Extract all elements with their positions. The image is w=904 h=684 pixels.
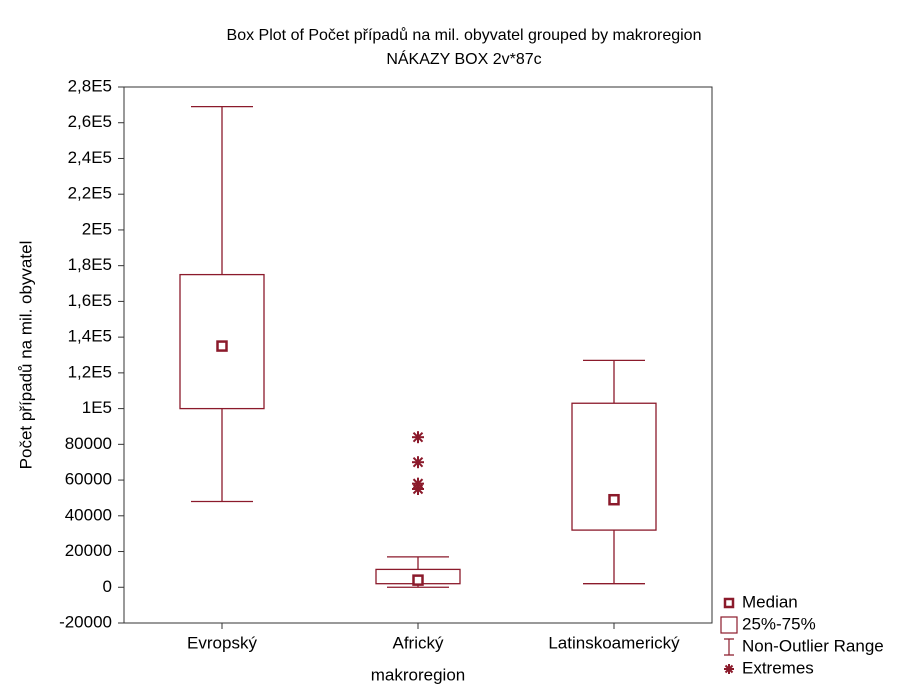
y-tick-label: 2,2E5 bbox=[68, 184, 112, 203]
y-tick-label: -20000 bbox=[59, 612, 112, 631]
x-axis-label: makroregion bbox=[371, 665, 466, 684]
legend-range-icon bbox=[724, 638, 734, 656]
y-tick-label: 1,8E5 bbox=[68, 255, 112, 274]
median bbox=[216, 340, 228, 352]
legend-label: Non-Outlier Range bbox=[742, 636, 884, 655]
y-tick-label: 2E5 bbox=[82, 219, 112, 238]
y-tick-label: 2,8E5 bbox=[68, 76, 112, 95]
extreme bbox=[412, 483, 424, 495]
y-axis-label: Počet případů na mil. obyvatel bbox=[16, 241, 35, 470]
y-tick-label: 0 bbox=[103, 577, 112, 596]
y-tick-label: 1,6E5 bbox=[68, 291, 112, 310]
x-tick-label: Latinskoamerický bbox=[548, 633, 680, 652]
extreme-stroke bbox=[412, 456, 424, 468]
legend-extreme-stroke bbox=[724, 664, 734, 674]
y-tick-label: 80000 bbox=[65, 434, 112, 453]
y-tick-label: 20000 bbox=[65, 541, 112, 560]
chart-title: Box Plot of Počet případů na mil. obyvat… bbox=[227, 26, 702, 44]
y-tick-label: 1E5 bbox=[82, 398, 112, 417]
x-tick-label: Africký bbox=[393, 633, 445, 652]
legend-label: 25%-75% bbox=[742, 614, 816, 633]
x-tick-label: Evropský bbox=[187, 633, 257, 652]
y-tick-label: 2,6E5 bbox=[68, 112, 112, 131]
extreme bbox=[412, 456, 424, 469]
y-tick-label: 1,4E5 bbox=[68, 327, 112, 346]
legend-label: Median bbox=[742, 592, 798, 611]
extreme bbox=[412, 431, 424, 444]
y-tick-label: 40000 bbox=[65, 505, 112, 524]
extreme-stroke bbox=[412, 483, 424, 495]
chart-subtitle: NÁKAZY BOX 2v*87c bbox=[386, 49, 541, 68]
legend-label: Extremes bbox=[742, 658, 814, 677]
y-tick-label: 1,2E5 bbox=[68, 362, 112, 381]
box bbox=[571, 402, 657, 531]
legend-box-icon bbox=[720, 616, 738, 634]
median bbox=[608, 493, 620, 506]
y-tick-label: 2,4E5 bbox=[68, 148, 112, 167]
median bbox=[412, 574, 424, 586]
legend-median-icon bbox=[723, 597, 735, 609]
extreme-stroke bbox=[412, 431, 424, 443]
y-tick-label: 60000 bbox=[65, 470, 112, 489]
legend-extreme-icon bbox=[724, 664, 734, 674]
